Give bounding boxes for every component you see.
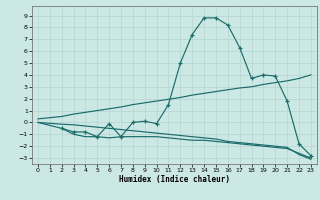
X-axis label: Humidex (Indice chaleur): Humidex (Indice chaleur) <box>119 175 230 184</box>
